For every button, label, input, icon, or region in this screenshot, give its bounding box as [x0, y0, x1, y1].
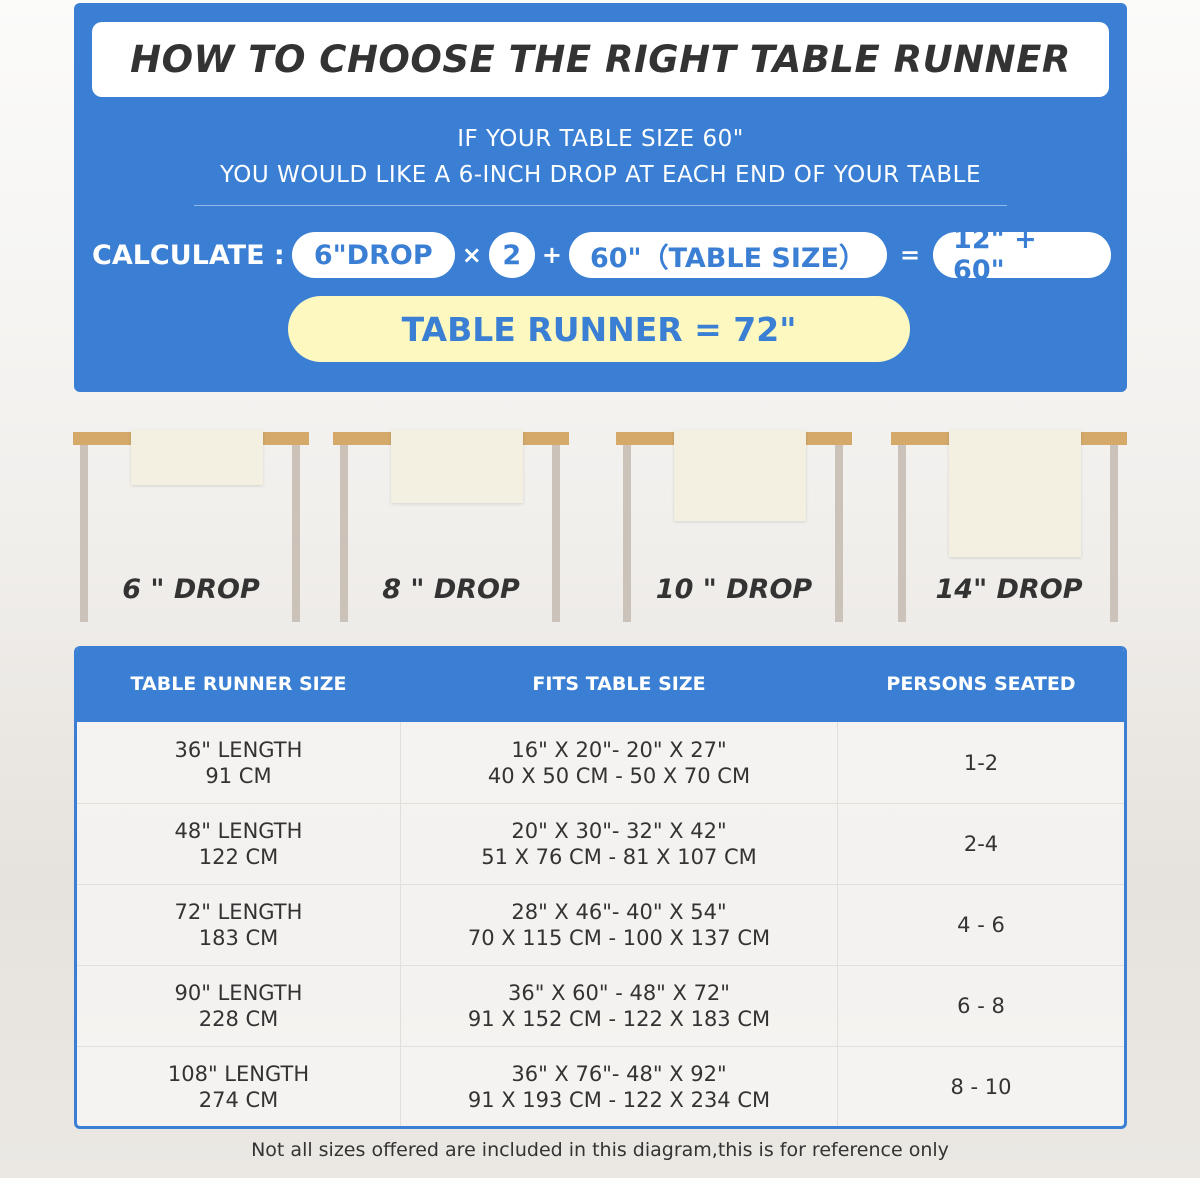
intro-line-1: IF YOUR TABLE SIZE 60" — [457, 126, 744, 152]
formula: CALCULATE : 6"DROP × 2 + 60"（TABLE SIZE）… — [92, 224, 1112, 286]
drop-label: 14" DROP — [935, 574, 1083, 605]
fits-cm: 91 X 152 CM - 122 X 183 CM — [467, 1007, 771, 1031]
runner-size-cell: 72" LENGTH 183 CM — [77, 885, 400, 965]
divider — [194, 205, 1007, 206]
runner-drop — [391, 430, 523, 503]
size-table: TABLE RUNNER SIZE FITS TABLE SIZE PERSON… — [74, 646, 1127, 1129]
persons-cell: 2-4 — [963, 832, 999, 856]
fits-table-cell: 36" X 76"- 48" X 92" 91 X 193 CM - 122 X … — [400, 1047, 838, 1126]
fits-in: 16" X 20"- 20" X 27" — [511, 737, 727, 762]
fits-cm: 70 X 115 CM - 100 X 137 CM — [467, 926, 771, 950]
length-cm: 228 CM — [198, 1007, 279, 1031]
sum-pill: 12" + 60" — [933, 224, 1112, 286]
length-in: 36" LENGTH — [174, 737, 303, 762]
times-sign: × — [461, 241, 482, 269]
calculation-panel: HOW TO CHOOSE THE RIGHT TABLE RUNNER IF … — [74, 3, 1127, 392]
table-illustration — [891, 430, 1127, 622]
runner-drop — [949, 430, 1081, 557]
table-header: TABLE RUNNER SIZE FITS TABLE SIZE PERSON… — [77, 646, 1124, 722]
length-in: 108" LENGTH — [167, 1062, 310, 1086]
runner-size-cell: 108" LENGTH 274 CM — [77, 1047, 400, 1126]
table-row: 90" LENGTH 228 CM 36" X 60" - 48" X 72" 91… — [77, 965, 1124, 1046]
fits-in: 36" X 60" - 48" X 72" — [508, 981, 730, 1005]
fits-cm: 91 X 193 CM - 122 X 234 CM — [467, 1088, 771, 1112]
footnote: Not all sizes offered are included in th… — [251, 1139, 949, 1161]
header-fits-table: FITS TABLE SIZE — [532, 673, 706, 695]
fits-table-cell: 28" X 46"- 40" X 54" 70 X 115 CM - 100 X … — [400, 885, 838, 965]
table-leg — [552, 445, 560, 622]
table-leg — [340, 445, 348, 622]
runner-drop — [674, 430, 806, 521]
table-illustration — [73, 430, 309, 622]
fits-in: 36" X 76"- 48" X 92" — [511, 1062, 727, 1086]
length-in: 48" LENGTH — [174, 819, 303, 843]
table-leg — [898, 445, 906, 622]
table-illustration — [616, 430, 852, 622]
fits-table-cell: 20" X 30"- 32" X 42" 51 X 76 CM - 81 X 10… — [400, 804, 838, 884]
table-row: 108" LENGTH 274 CM 36" X 76"- 48" X 92" 91… — [77, 1046, 1124, 1126]
length-cm: 183 CM — [198, 926, 279, 950]
runner-size-cell: 90" LENGTH 228 CM — [77, 966, 400, 1046]
fits-in: 20" X 30"- 32" X 42" — [511, 819, 727, 843]
length-in: 90" LENGTH — [174, 981, 303, 1005]
drop-label: 8 " DROP — [382, 574, 520, 605]
table-row: 72" LENGTH 183 CM 28" X 46"- 40" X 54" 70 … — [77, 884, 1124, 965]
fits-table-cell: 36" X 60" - 48" X 72" 91 X 152 CM - 122 X… — [400, 966, 838, 1046]
length-cm: 122 CM — [198, 845, 279, 869]
fits-cm: 40 X 50 CM - 50 X 70 CM — [487, 763, 751, 788]
table-row: 36" LENGTH 91 CM 16" X 20"- 20" X 27" 40 X… — [77, 722, 1124, 803]
length-cm: 91 CM — [205, 763, 272, 788]
calculate-label: CALCULATE : — [92, 239, 285, 271]
length-cm: 274 CM — [198, 1088, 279, 1112]
table-leg — [292, 445, 300, 622]
length-in: 72" LENGTH — [174, 900, 303, 924]
equals-sign: = — [899, 241, 921, 269]
header-persons: PERSONS SEATED — [886, 673, 1076, 695]
persons-cell: 6 - 8 — [957, 994, 1005, 1018]
table-leg — [1110, 445, 1118, 622]
table-illustration — [333, 430, 569, 622]
table-leg — [835, 445, 843, 622]
table-row: 48" LENGTH 122 CM 20" X 30"- 32" X 42" 51 … — [77, 803, 1124, 884]
intro-line-2: YOU WOULD LIKE A 6-INCH DROP AT EACH END… — [219, 162, 982, 188]
fits-table-cell: 16" X 20"- 20" X 27" 40 X 50 CM - 50 X 70… — [400, 722, 838, 803]
table-leg — [623, 445, 631, 622]
persons-cell: 1-2 — [963, 750, 999, 775]
result-pill: TABLE RUNNER = 72" — [288, 296, 910, 362]
multiplier-pill: 2 — [488, 232, 535, 278]
runner-drop — [131, 430, 263, 485]
persons-cell: 4 - 6 — [957, 913, 1005, 937]
persons-cell: 8 - 10 — [950, 1075, 1012, 1099]
drop-label: 6 " DROP — [122, 574, 260, 605]
runner-size-cell: 36" LENGTH 91 CM — [77, 722, 400, 803]
table-size-pill: 60"（TABLE SIZE） — [568, 232, 887, 278]
drop-pill: 6"DROP — [291, 232, 455, 278]
page-title: HOW TO CHOOSE THE RIGHT TABLE RUNNER — [92, 22, 1109, 97]
fits-in: 28" X 46"- 40" X 54" — [511, 900, 727, 924]
drop-label: 10 " DROP — [655, 574, 813, 605]
header-runner-size: TABLE RUNNER SIZE — [130, 673, 347, 695]
runner-size-cell: 48" LENGTH 122 CM — [77, 804, 400, 884]
plus-sign: + — [541, 241, 562, 269]
table-leg — [80, 445, 88, 622]
fits-cm: 51 X 76 CM - 81 X 107 CM — [481, 845, 757, 869]
